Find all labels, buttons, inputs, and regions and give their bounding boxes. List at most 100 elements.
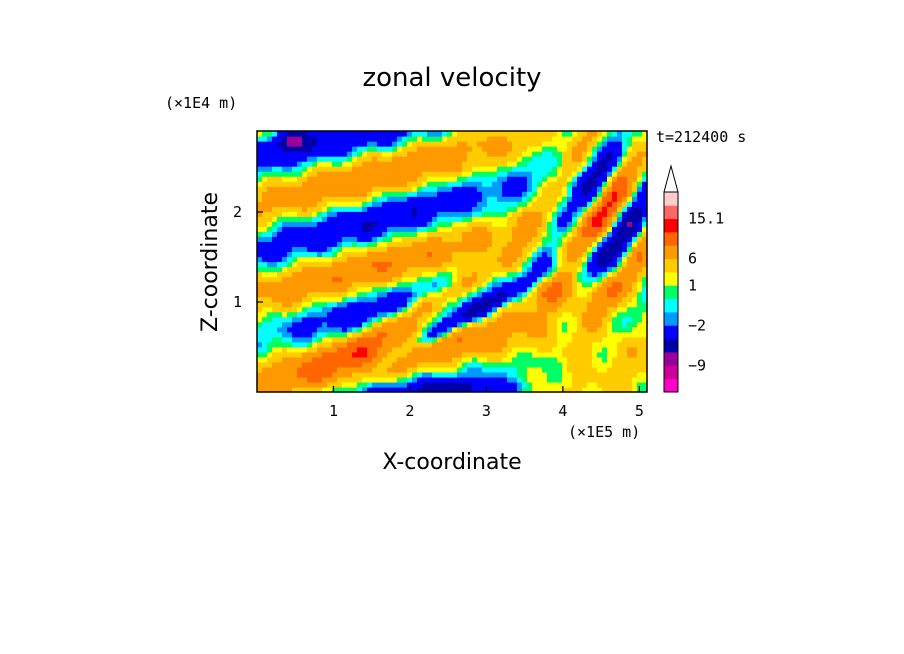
- heat-cell: [482, 216, 488, 222]
- heat-cell: [327, 141, 333, 147]
- heat-cell: [522, 206, 528, 212]
- heat-cell: [542, 196, 548, 202]
- heat-cell: [357, 171, 363, 177]
- heat-cell: [372, 336, 378, 343]
- heat-cell: [572, 276, 578, 283]
- heat-cell: [642, 166, 647, 172]
- heat-cell: [367, 321, 373, 328]
- heat-cell: [357, 326, 363, 333]
- heat-cell: [302, 356, 308, 363]
- heat-cell: [332, 241, 338, 248]
- heat-cell: [357, 266, 363, 273]
- heat-cell: [467, 241, 473, 248]
- heat-cell: [632, 356, 638, 363]
- heat-cell: [262, 266, 268, 273]
- heat-cell: [417, 136, 423, 142]
- heat-cell: [557, 276, 563, 283]
- heat-cell: [342, 221, 348, 227]
- heat-cell: [382, 346, 388, 353]
- heat-cell: [467, 366, 473, 373]
- heat-cell: [317, 131, 323, 137]
- heat-cell: [497, 306, 503, 313]
- heat-cell: [592, 276, 598, 283]
- heat-cell: [332, 266, 338, 273]
- heat-cell: [317, 221, 323, 227]
- heat-cell: [277, 301, 283, 308]
- heat-cell: [337, 286, 343, 293]
- heat-cell: [507, 351, 513, 358]
- heat-cell: [292, 381, 298, 388]
- heat-cell: [492, 331, 498, 338]
- heat-cell: [637, 331, 643, 338]
- heat-cell: [562, 196, 568, 202]
- heat-cell: [627, 336, 633, 343]
- heat-cell: [587, 196, 593, 202]
- heat-cell: [302, 276, 308, 283]
- heat-cell: [607, 276, 613, 283]
- heat-cell: [427, 161, 433, 167]
- heat-cell: [327, 301, 333, 308]
- heat-cell: [417, 296, 423, 303]
- heat-cell: [327, 276, 333, 283]
- heat-cell: [557, 146, 563, 152]
- heat-cell: [357, 241, 363, 248]
- heat-cell: [542, 221, 548, 227]
- heat-cell: [477, 346, 483, 353]
- heat-cell: [547, 341, 553, 348]
- heat-cell: [397, 316, 403, 323]
- heat-cell: [387, 381, 393, 388]
- heat-cell: [337, 341, 343, 348]
- heat-cell: [592, 386, 598, 392]
- heat-cell: [337, 251, 343, 258]
- heat-cell: [462, 276, 468, 283]
- heat-cell: [442, 166, 448, 172]
- heat-cell: [577, 241, 583, 248]
- heat-cell: [372, 171, 378, 177]
- heat-cell: [627, 366, 633, 373]
- heat-cell: [442, 281, 448, 288]
- heat-cell: [402, 276, 408, 283]
- heat-cell: [502, 296, 508, 303]
- heat-cell: [587, 216, 593, 222]
- heat-cell: [277, 206, 283, 212]
- heat-cell: [557, 301, 563, 308]
- heat-cell: [272, 331, 278, 338]
- heat-cell: [377, 286, 383, 293]
- heat-cell: [332, 371, 338, 378]
- heat-cell: [502, 241, 508, 248]
- heat-cell: [522, 176, 528, 182]
- heat-cell: [332, 226, 338, 232]
- heat-cell: [337, 256, 343, 263]
- heat-cell: [442, 131, 448, 137]
- heat-cell: [517, 181, 523, 187]
- heat-cell: [392, 231, 398, 237]
- heat-cell: [417, 251, 423, 258]
- heat-cell: [287, 321, 293, 328]
- heat-cell: [417, 146, 423, 152]
- y-axis-title: Z-coordinate: [198, 192, 223, 332]
- heat-cell: [497, 281, 503, 288]
- heat-cell: [402, 141, 408, 147]
- heat-cell: [262, 226, 268, 232]
- heat-cell: [482, 336, 488, 343]
- heat-cell: [372, 371, 378, 378]
- heat-cell: [407, 176, 413, 182]
- heat-cell: [452, 281, 458, 288]
- heat-cell: [547, 306, 553, 313]
- heat-cell: [342, 186, 348, 192]
- heat-cell: [357, 181, 363, 187]
- heat-cell: [442, 321, 448, 328]
- heat-cell: [607, 241, 613, 248]
- heat-cell: [467, 341, 473, 348]
- heat-cell: [382, 151, 388, 157]
- heat-cell: [592, 361, 598, 368]
- heat-cell: [312, 171, 318, 177]
- heat-cell: [522, 341, 528, 348]
- heat-cell: [542, 141, 548, 147]
- heat-cell: [427, 331, 433, 338]
- heat-cell: [462, 221, 468, 227]
- heat-cell: [377, 291, 383, 298]
- heat-cell: [387, 211, 393, 217]
- heat-cell: [387, 141, 393, 147]
- heat-cell: [257, 211, 263, 217]
